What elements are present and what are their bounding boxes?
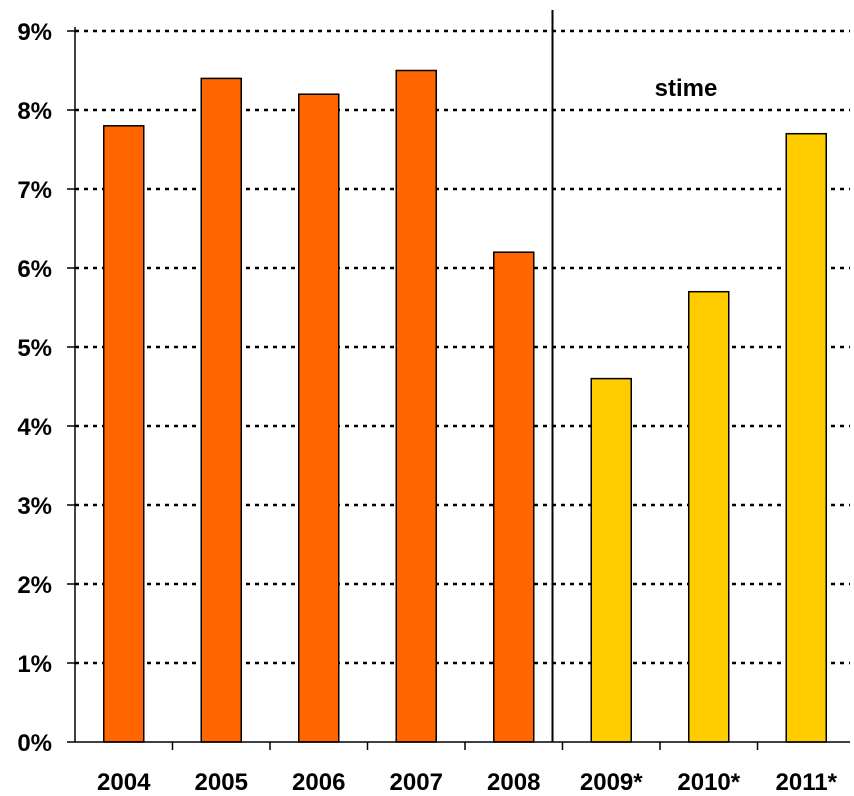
x-tick-label: 2010* <box>677 769 740 796</box>
bar-2005 <box>200 77 242 743</box>
bar-2006 <box>298 93 340 743</box>
y-tick-label: 7% <box>17 177 52 204</box>
bars <box>103 69 827 743</box>
y-tick-label: 6% <box>17 256 52 283</box>
y-tick-label: 0% <box>17 730 52 757</box>
estimates-annotation: stime <box>655 75 718 102</box>
x-tick-label: 2009* <box>580 769 643 796</box>
x-tick-label: 2005 <box>195 769 248 796</box>
bar-2011-est <box>785 132 827 743</box>
x-tick-label: 2008 <box>487 769 540 796</box>
y-tick-label: 1% <box>17 651 52 678</box>
x-tick-label: 2006 <box>292 769 345 796</box>
axes <box>67 10 850 750</box>
y-tick-label: 8% <box>17 98 52 125</box>
x-tick-label: 2007 <box>390 769 443 796</box>
bar-2004 <box>103 125 145 743</box>
x-tick-labels: 2004 2005 2006 2007 2008 2009* 2010* 2011* <box>97 769 838 796</box>
y-tick-label: 9% <box>17 19 52 46</box>
gridlines <box>75 29 850 665</box>
y-tick-label: 3% <box>17 493 52 520</box>
y-tick-labels: 0% 1% 2% 3% 4% 5% 6% 7% 8% 9% <box>17 19 52 757</box>
bar-2008 <box>493 251 535 743</box>
bar-2010-est <box>688 290 730 743</box>
bar-2009-est <box>590 377 632 743</box>
x-tick-label: 2004 <box>97 769 151 796</box>
y-tick-label: 4% <box>17 414 52 441</box>
bar-2007 <box>395 69 437 743</box>
y-tick-label: 5% <box>17 335 52 362</box>
x-tick-label: 2011* <box>776 769 838 796</box>
y-tick-label: 2% <box>17 572 52 599</box>
